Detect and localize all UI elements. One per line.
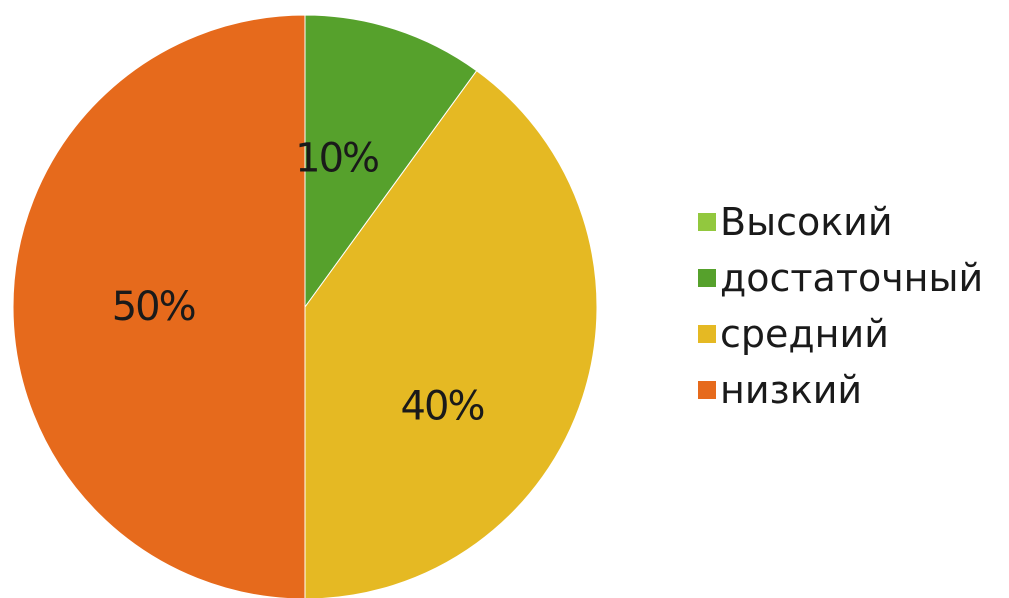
legend: Высокий достаточный средний низкий: [698, 200, 983, 412]
pie-slice-2: [304, 14, 478, 309]
slice-value-label: 10%: [295, 136, 378, 182]
legend-label: средний: [720, 312, 889, 356]
slice-labels: 10% 40% 50%: [112, 136, 486, 430]
legend-swatch: [698, 381, 716, 399]
slice-value-label: 50%: [112, 284, 195, 330]
pie-slices: [12, 14, 598, 598]
legend-label: Высокий: [720, 200, 893, 244]
pie-slice-3: [304, 70, 598, 598]
pie-slice-4: [12, 14, 306, 598]
legend-swatch: [698, 213, 716, 231]
legend-label: низкий: [720, 368, 862, 412]
legend-label: достаточный: [720, 256, 983, 300]
legend-swatch: [698, 325, 716, 343]
slice-value-label: 40%: [401, 384, 484, 430]
legend-swatch: [698, 269, 716, 287]
